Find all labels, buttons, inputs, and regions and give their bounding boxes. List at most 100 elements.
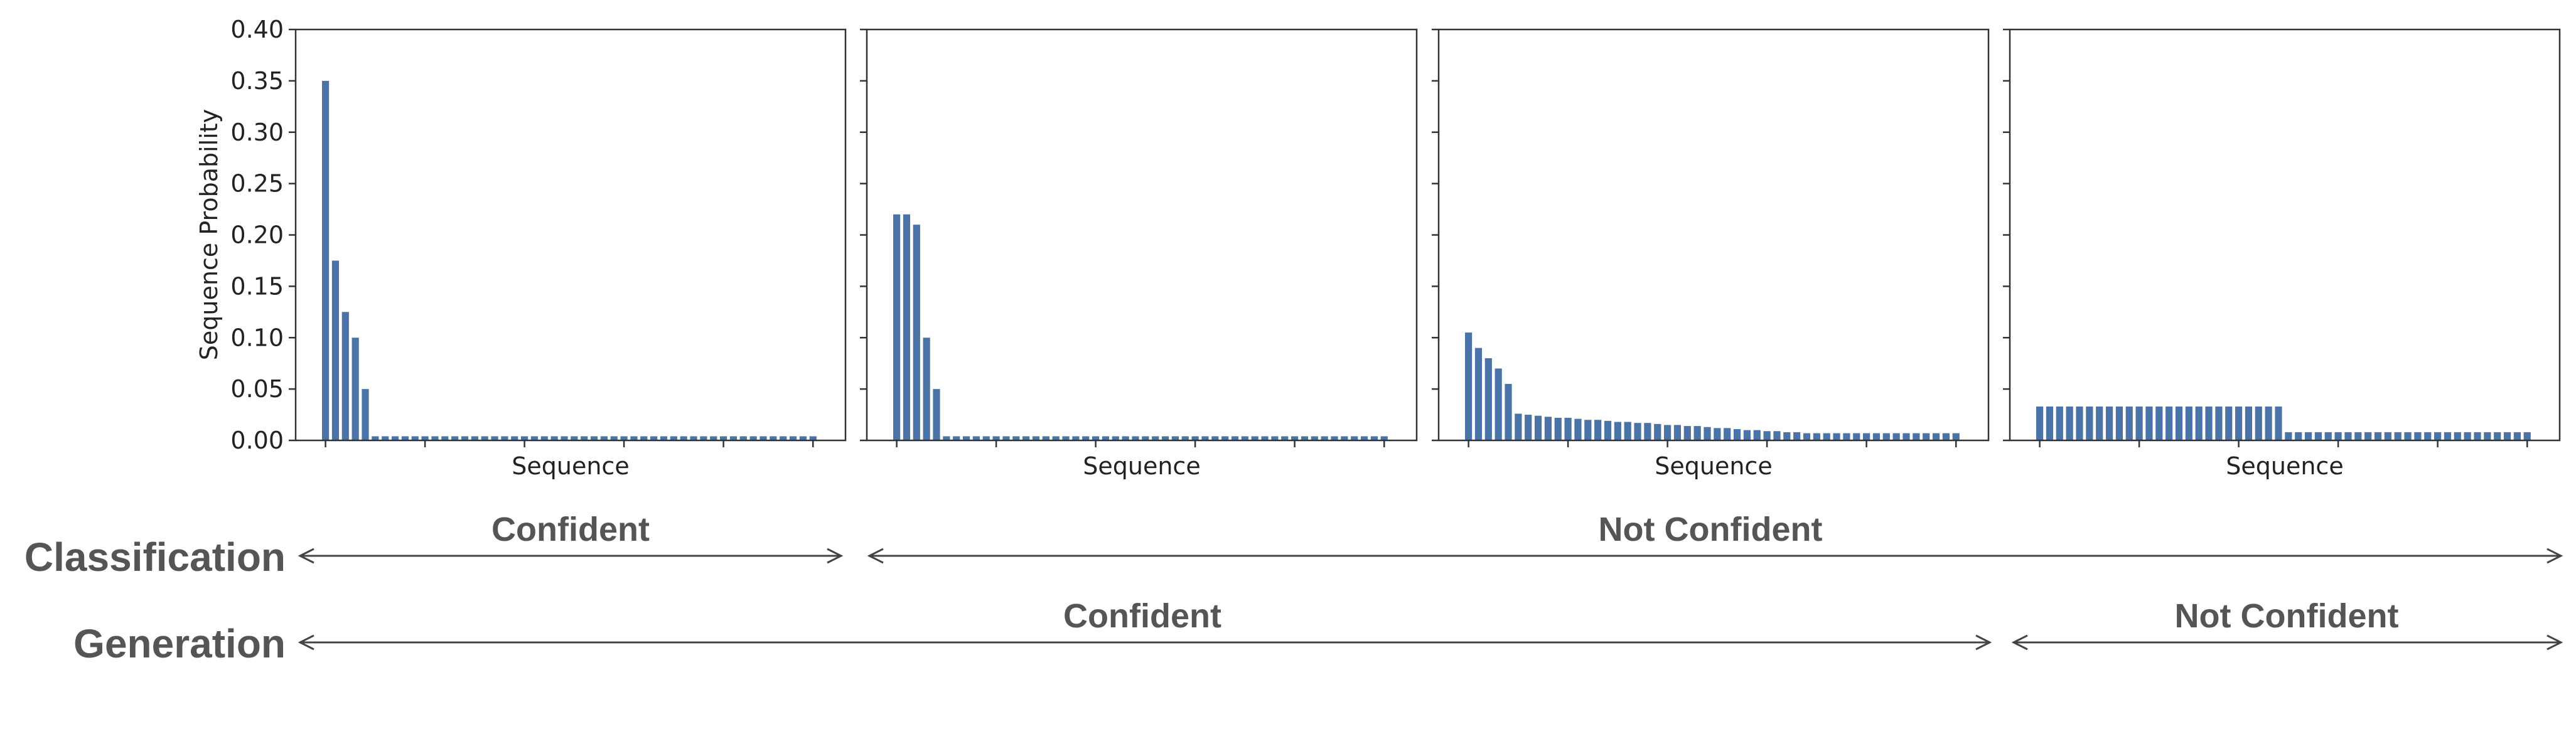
x-axis-label: Sequence [1655, 452, 1772, 480]
generation-row: Generation Confident Not Confident [73, 597, 2563, 666]
bar [962, 436, 970, 440]
chart-panel-1: Sequence 0.00 0.05 0.10 0.15 0.20 0.25 0.30 0.3… [230, 16, 847, 480]
bar [1042, 436, 1049, 440]
bar [720, 436, 727, 440]
bar [1380, 436, 1388, 440]
bar [530, 436, 539, 440]
bar [650, 436, 658, 440]
bar [1171, 436, 1179, 440]
bar [1241, 436, 1248, 440]
bar [1773, 431, 1781, 440]
bar [2295, 432, 2302, 440]
bar [933, 389, 940, 440]
plot-frame [1437, 28, 1990, 442]
bar [739, 436, 747, 440]
bar [610, 436, 618, 440]
bar [550, 436, 558, 440]
bar [2125, 406, 2133, 440]
bar [2245, 406, 2253, 440]
bar [2523, 432, 2531, 440]
bar [1564, 417, 1572, 440]
bar [2404, 432, 2412, 440]
bar [799, 436, 807, 440]
bar [331, 260, 340, 440]
bar [1853, 433, 1860, 440]
bar [1515, 413, 1522, 440]
bar [1122, 436, 1129, 440]
bar [2354, 432, 2362, 440]
bar [1052, 436, 1060, 440]
bar [431, 436, 439, 440]
bar [2036, 406, 2044, 440]
bar [1181, 436, 1189, 440]
bar [1733, 428, 1741, 440]
bar [1341, 436, 1348, 440]
bar [1902, 433, 1910, 440]
bar [1923, 433, 1930, 440]
bar [2275, 406, 2282, 440]
bar [1803, 433, 1811, 440]
bar [1102, 436, 1110, 440]
x-axis-label: Sequence [1083, 452, 1200, 480]
bar [1484, 358, 1492, 440]
bar [362, 389, 369, 440]
bar [640, 436, 648, 440]
bar [670, 436, 677, 440]
bar [1221, 436, 1229, 440]
bar [1594, 420, 1602, 440]
bar [1683, 426, 1691, 440]
bar [2056, 406, 2063, 440]
bar [770, 436, 777, 440]
bar [1112, 436, 1119, 440]
bar [1644, 423, 1651, 440]
x-axis-label: Sequence [2226, 452, 2343, 480]
bar [1505, 383, 1512, 440]
bar [1301, 436, 1309, 440]
bar [2474, 432, 2481, 440]
generation-confident-arrow [298, 634, 1992, 651]
bar [749, 436, 757, 440]
bar [972, 436, 980, 440]
bar [710, 436, 717, 440]
bar [1763, 431, 1771, 440]
bar [1584, 420, 1592, 440]
bar [943, 436, 950, 440]
bar [2135, 406, 2143, 440]
bar [2205, 406, 2213, 440]
bar [1474, 348, 1483, 440]
bar [2076, 406, 2083, 440]
y-tick-label: 0.15 [230, 272, 284, 300]
bar [1132, 436, 1139, 440]
bar [1614, 422, 1621, 440]
y-tick-label: 0.35 [230, 67, 284, 95]
classification-label: Classification [24, 535, 286, 580]
bar [401, 436, 409, 440]
bar [982, 436, 990, 440]
bar [630, 436, 638, 440]
bar [2195, 406, 2203, 440]
bar [372, 436, 379, 440]
bar [2374, 432, 2382, 440]
generation-not-confident-label: Not Confident [2175, 597, 2399, 635]
bar [2185, 406, 2192, 440]
bar [2334, 432, 2342, 440]
bar [1753, 430, 1761, 440]
bar [2066, 406, 2073, 440]
y-tick-label: 0.05 [230, 375, 284, 403]
bar [2235, 406, 2243, 440]
bar [759, 436, 767, 440]
bar [913, 225, 920, 440]
bar [2175, 406, 2183, 440]
bar [1872, 433, 1881, 440]
bar [1291, 436, 1299, 440]
bar [1082, 436, 1090, 440]
bar [501, 436, 508, 440]
bar [1360, 436, 1368, 440]
bar [2046, 406, 2054, 440]
bar [2494, 432, 2501, 440]
bar [411, 436, 419, 440]
bar [789, 436, 797, 440]
bar [1321, 436, 1328, 440]
y-tick-label: 0.25 [230, 170, 284, 198]
bar [1724, 428, 1731, 440]
